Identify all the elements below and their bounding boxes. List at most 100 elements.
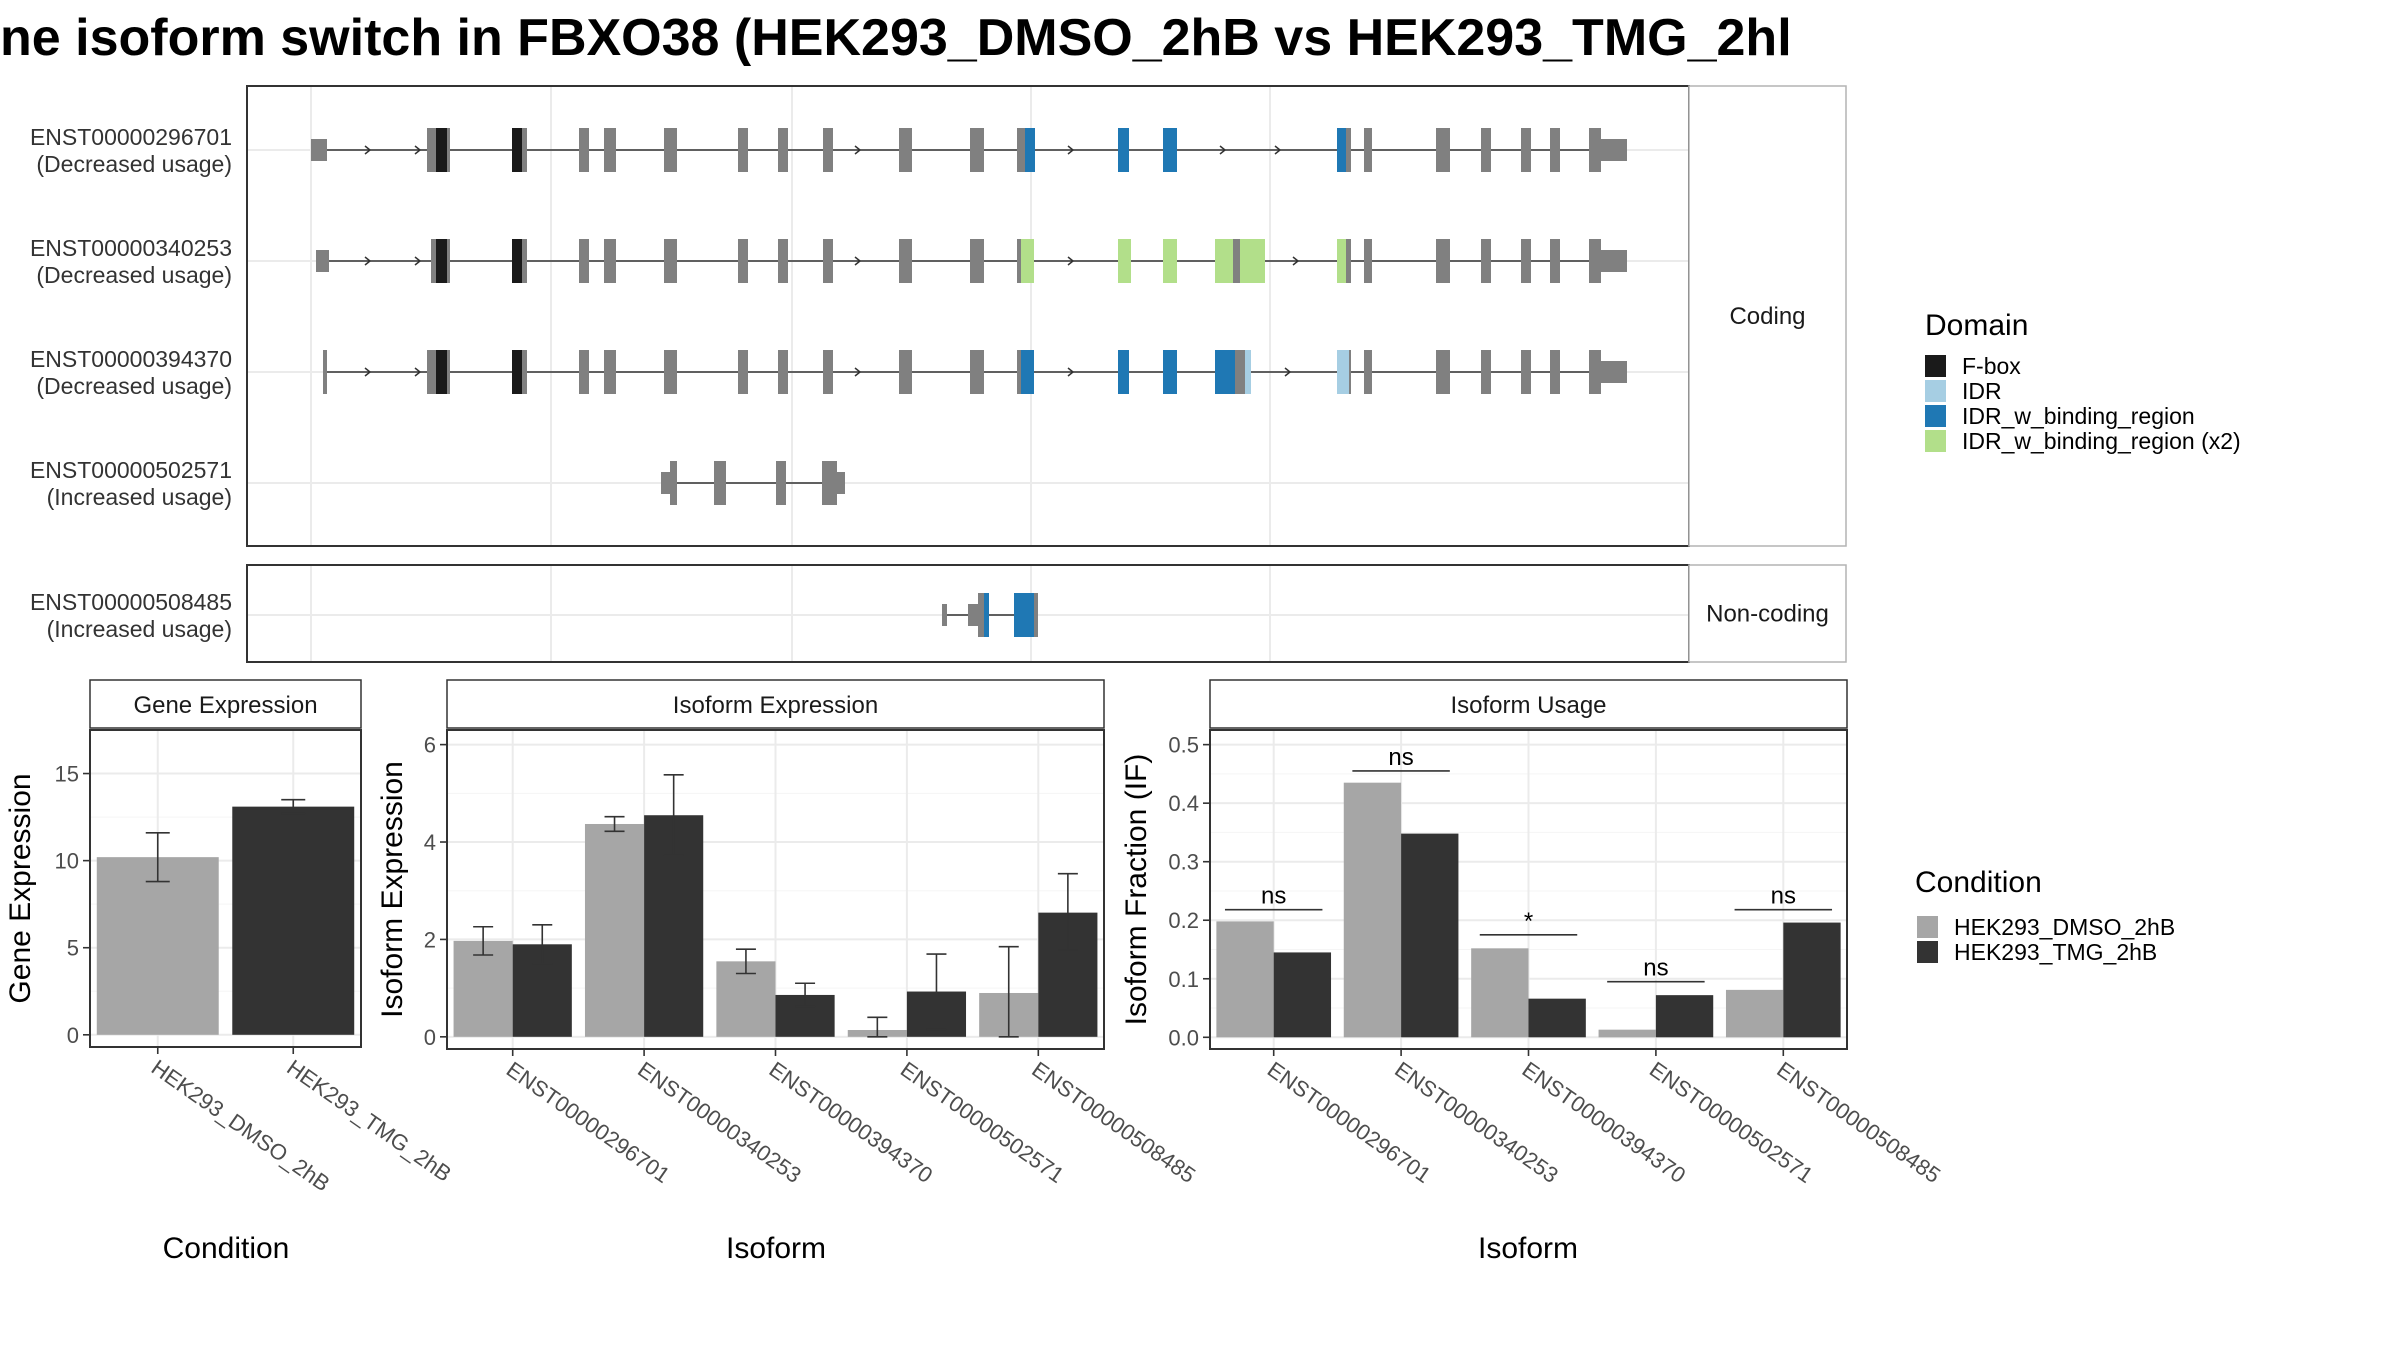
- exon: [778, 350, 788, 394]
- y-tick-label: 0.5: [1168, 733, 1199, 758]
- exon: [1364, 350, 1372, 394]
- significance-label: ns: [1388, 744, 1413, 771]
- exon: [579, 128, 589, 172]
- exon: [522, 350, 527, 394]
- utr-exon: [968, 604, 978, 626]
- chart-title: Gene Expression: [133, 692, 317, 719]
- exon: [579, 350, 589, 394]
- chart-isoform-expression: Isoform Expression0246ENST00000296701ENS…: [376, 679, 1200, 1265]
- exon: [447, 239, 450, 283]
- legend-swatch-idr-binding: [1925, 405, 1946, 427]
- domain-legend: Domain F-box IDR IDR_w_binding_region ID…: [1925, 309, 2241, 454]
- domain-idr-w-binding-region: [1021, 350, 1034, 394]
- utr-exon: [837, 472, 845, 494]
- domain-idr-w-binding-region-x2: [1021, 239, 1034, 283]
- exon: [1233, 239, 1240, 283]
- exon: [1017, 239, 1021, 283]
- exon: [1589, 128, 1601, 172]
- y-tick-label: 4: [424, 830, 436, 855]
- transcript-label-enst00000508485: ENST00000508485: [30, 589, 232, 615]
- legend-swatch-idr-binding-x2: [1925, 430, 1946, 452]
- domain-idr-w-binding-region: [1118, 128, 1129, 172]
- intron-direction-arrow: [1292, 256, 1300, 266]
- noncoding-facet-label: Non-coding: [1706, 601, 1829, 628]
- exon: [1364, 239, 1372, 283]
- legend-swatch-dmso: [1917, 916, 1938, 938]
- chart-title: Isoform Usage: [1450, 692, 1606, 719]
- utr-exon: [1601, 139, 1627, 161]
- domain-idr-w-binding-region: [1337, 128, 1346, 172]
- exon: [822, 461, 837, 505]
- y-tick-label: 0.2: [1168, 908, 1199, 933]
- transcript-label-enst00000502571: ENST00000502571: [30, 457, 232, 483]
- exon: [778, 239, 788, 283]
- exon: [431, 239, 436, 283]
- intron-direction-arrow: [854, 367, 862, 377]
- chart-isoform-usage: Isoform Usage ns ns * ns ns 0.0 0.1 0.2 0.3 0.4 0.5…: [1120, 679, 1945, 1265]
- intron-direction-arrow: [1219, 145, 1227, 155]
- exon: [738, 350, 748, 394]
- domain-f-box: [512, 350, 522, 394]
- exon: [823, 128, 833, 172]
- exon: [1550, 350, 1560, 394]
- utr-exon: [323, 350, 327, 394]
- exon: [1436, 350, 1450, 394]
- exon: [1589, 350, 1601, 394]
- x-axis-title: Isoform: [1478, 1232, 1578, 1265]
- exon: [1349, 350, 1351, 394]
- exon: [1481, 239, 1491, 283]
- exon: [1481, 350, 1491, 394]
- y-tick-label: 10: [55, 849, 79, 874]
- legend-label-idr-binding: IDR_w_binding_region: [1962, 403, 2195, 429]
- x-axis-title: Condition: [163, 1232, 290, 1265]
- exon: [738, 128, 748, 172]
- y-tick-label: 5: [67, 936, 79, 961]
- isoform-structure-panel: ENST00000296701 (Decreased usage) ENST0000…: [30, 85, 1847, 663]
- transcript-enst00000340253: [316, 239, 1627, 283]
- intron-direction-arrow: [854, 145, 862, 155]
- legend-label-idr-binding-x2: IDR_w_binding_region (x2): [1962, 428, 2241, 454]
- exon: [1017, 350, 1021, 394]
- exon: [1550, 239, 1560, 283]
- exon: [1034, 593, 1038, 637]
- transcript-label-enst00000296701: ENST00000296701: [30, 124, 232, 150]
- y-axis-title: Isoform Fraction (IF): [1120, 754, 1153, 1026]
- exon: [899, 128, 912, 172]
- significance-label: ns: [1643, 955, 1668, 982]
- legend-swatch-idr: [1925, 380, 1946, 402]
- y-axis-title: Isoform Expression: [376, 761, 409, 1018]
- chart-strip: [1209, 679, 1848, 729]
- exon: [970, 350, 984, 394]
- y-tick-label: 0.3: [1168, 850, 1199, 875]
- domain-idr-w-binding-region-x2: [1163, 239, 1177, 283]
- y-tick-label: 6: [424, 733, 436, 758]
- exon: [579, 239, 589, 283]
- exon: [776, 461, 786, 505]
- noncoding-facet-strip: [1688, 564, 1847, 663]
- legend-label-fbox: F-box: [1962, 353, 2021, 379]
- bar-hek293-dmso-2hb-enst00000296701: [453, 940, 513, 1037]
- transcript-usage-note: (Decreased usage): [36, 262, 232, 288]
- coding-facet-strip: [1688, 85, 1847, 547]
- exon: [1436, 239, 1450, 283]
- transcript-enst00000508485: [942, 593, 1038, 637]
- bar-hek293-tmg-2hb-enst00000340253: [1401, 833, 1459, 1038]
- exon: [604, 239, 616, 283]
- x-axis-title: Isoform: [726, 1232, 826, 1265]
- exon: [978, 593, 984, 637]
- exon: [899, 350, 912, 394]
- intron-direction-arrow: [364, 367, 372, 377]
- domain-idr: [1337, 350, 1349, 394]
- domain-f-box: [436, 350, 447, 394]
- utr-exon: [311, 139, 327, 161]
- bar-hek293-tmg-2hb-enst00000394370: [1528, 998, 1586, 1038]
- domain-f-box: [512, 239, 522, 283]
- chart-strip: [89, 679, 362, 729]
- bar-hek293-dmso-2hb-enst00000502571: [1598, 1029, 1656, 1038]
- utr-exon: [316, 250, 329, 272]
- exon: [604, 350, 616, 394]
- domain-idr-w-binding-region-x2: [1118, 239, 1131, 283]
- exon: [522, 128, 527, 172]
- exon: [447, 128, 450, 172]
